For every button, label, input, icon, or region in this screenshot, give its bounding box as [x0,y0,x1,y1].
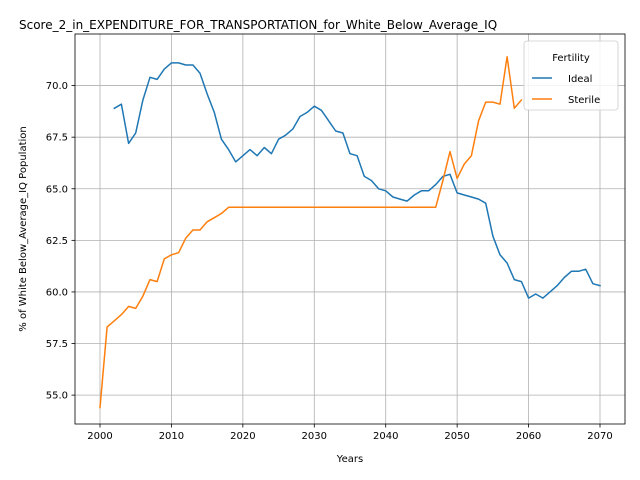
x-tick-label: 2060 [516,431,541,442]
x-tick-label: 2010 [159,431,184,442]
y-axis-ticks: 55.0 57.5 60.0 62.5 65.0 67.5 70.0 [46,81,75,402]
legend-box [523,40,619,111]
y-tick-label: 62.5 [46,236,68,247]
series-line-ideal [113,62,601,299]
chart-title: Score_2_in_EXPENDITURE_FOR_TRANSPORTATIO… [19,18,497,32]
y-tick-label: 67.5 [46,133,68,144]
legend-label-sterile: Sterile [568,95,600,106]
x-tick-label: 2020 [230,431,255,442]
plot-frame [74,33,626,425]
legend-label-ideal: Ideal [568,74,592,85]
legend-title: Fertility [552,53,590,64]
x-axis-label: Years [336,454,363,465]
legend: Fertility Ideal Sterile [523,40,619,111]
x-tick-label: 2030 [302,431,327,442]
series-line-sterile [99,55,523,409]
y-axis-label: % of White Below_Average_IQ Population [18,126,29,331]
y-tick-label: 60.0 [46,287,68,298]
y-tick-label: 55.0 [46,391,68,402]
y-tick-label: 70.0 [46,81,68,92]
x-axis-ticks: 2000 2010 2020 2030 2040 2050 2060 2070 [87,424,613,442]
y-tick-label: 57.5 [46,339,68,350]
series-layer [99,55,601,409]
x-tick-label: 2050 [444,431,469,442]
y-tick-label: 65.0 [46,184,68,195]
x-tick-label: 2070 [587,431,612,442]
x-tick-label: 2000 [87,431,112,442]
x-tick-label: 2040 [373,431,398,442]
